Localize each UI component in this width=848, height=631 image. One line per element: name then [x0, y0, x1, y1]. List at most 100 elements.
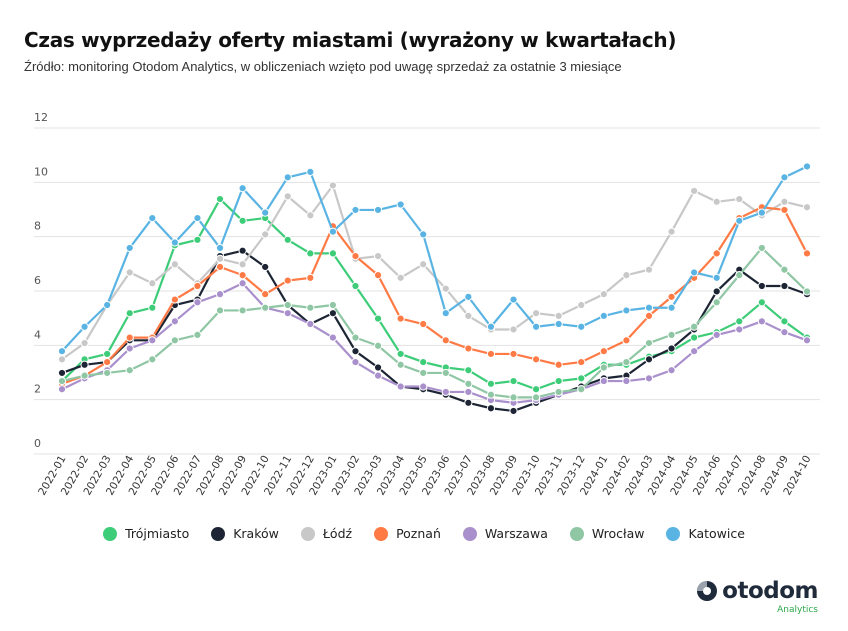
data-point [509, 349, 518, 359]
y-tick-label: 2 [34, 383, 41, 396]
data-point [170, 260, 179, 269]
data-point [238, 306, 247, 315]
data-point [103, 357, 112, 367]
data-point [306, 303, 315, 312]
data-point [780, 328, 789, 337]
data-point [690, 186, 699, 196]
data-point [193, 281, 202, 291]
data-point [238, 184, 247, 193]
data-point [328, 300, 338, 310]
data-point [328, 181, 338, 190]
data-point [644, 374, 654, 383]
otodom-logo: otodom [696, 580, 818, 603]
data-point [757, 298, 766, 307]
data-point [531, 393, 541, 402]
data-point [757, 243, 766, 253]
data-point [509, 295, 518, 304]
data-point [690, 347, 699, 356]
data-point [57, 385, 67, 394]
data-point [215, 243, 225, 253]
data-point [667, 292, 676, 301]
data-point [644, 303, 654, 312]
y-tick-label: 10 [34, 165, 48, 178]
data-point [464, 398, 473, 407]
data-point [80, 360, 89, 369]
data-point [170, 238, 179, 247]
data-point [780, 265, 789, 274]
data-point [690, 333, 699, 342]
data-point [667, 366, 676, 375]
data-point [464, 387, 473, 397]
data-point [57, 355, 67, 364]
data-point [193, 235, 202, 244]
data-point [554, 387, 563, 397]
data-point [419, 230, 428, 239]
data-point [780, 205, 789, 215]
data-point [238, 260, 247, 269]
data-point [373, 314, 383, 323]
series-line-Kraków [61, 249, 808, 413]
data-point [712, 197, 721, 206]
data-point [238, 271, 247, 280]
data-point [328, 227, 338, 236]
data-point [486, 349, 496, 359]
data-point [419, 357, 428, 367]
data-point [622, 357, 631, 367]
data-point [712, 249, 721, 258]
data-point [486, 404, 496, 413]
data-point [193, 213, 202, 223]
data-point [170, 295, 179, 304]
data-point [396, 314, 405, 323]
y-tick-label: 0 [34, 437, 41, 450]
data-point [215, 306, 225, 315]
data-point [644, 311, 654, 320]
data-point [486, 390, 496, 399]
data-point [283, 300, 292, 310]
data-point [464, 344, 473, 353]
data-point [441, 284, 450, 293]
data-point [599, 347, 608, 356]
data-point [125, 333, 134, 342]
y-tick-label: 8 [34, 220, 41, 233]
data-point [170, 336, 179, 345]
data-point [735, 325, 744, 334]
data-point [441, 309, 450, 318]
data-point [238, 216, 247, 225]
data-point [577, 385, 586, 394]
data-point [802, 287, 812, 296]
data-point [622, 376, 631, 386]
data-point [306, 249, 315, 258]
data-point [735, 216, 744, 225]
data-point [193, 298, 202, 307]
data-point [712, 287, 721, 296]
data-point [441, 387, 450, 397]
data-point [125, 366, 134, 375]
data-point [802, 162, 812, 171]
legend-item: Poznań [374, 526, 441, 542]
data-point [419, 260, 428, 269]
data-point [351, 252, 360, 261]
data-point [464, 366, 473, 375]
data-point [599, 311, 608, 320]
data-point [261, 230, 270, 239]
legend-item: Łódź [300, 526, 352, 542]
data-point [238, 279, 247, 288]
legend-label: Wrocław [591, 526, 645, 541]
legend-label: Kraków [233, 526, 279, 541]
data-point [373, 271, 383, 280]
otodom-logo-icon [697, 581, 718, 601]
data-point [261, 262, 270, 272]
data-point [464, 311, 473, 320]
data-point [667, 344, 676, 353]
data-point [802, 249, 812, 258]
data-point [690, 268, 699, 277]
data-point [599, 376, 608, 386]
data-point [238, 246, 247, 255]
data-point [283, 309, 292, 318]
data-point [667, 303, 676, 312]
data-point [735, 194, 744, 204]
data-point [780, 281, 789, 291]
series-line-Katowice [61, 165, 808, 352]
chart-title: Czas wyprzedaży oferty miastami (wyrażon… [24, 28, 677, 52]
